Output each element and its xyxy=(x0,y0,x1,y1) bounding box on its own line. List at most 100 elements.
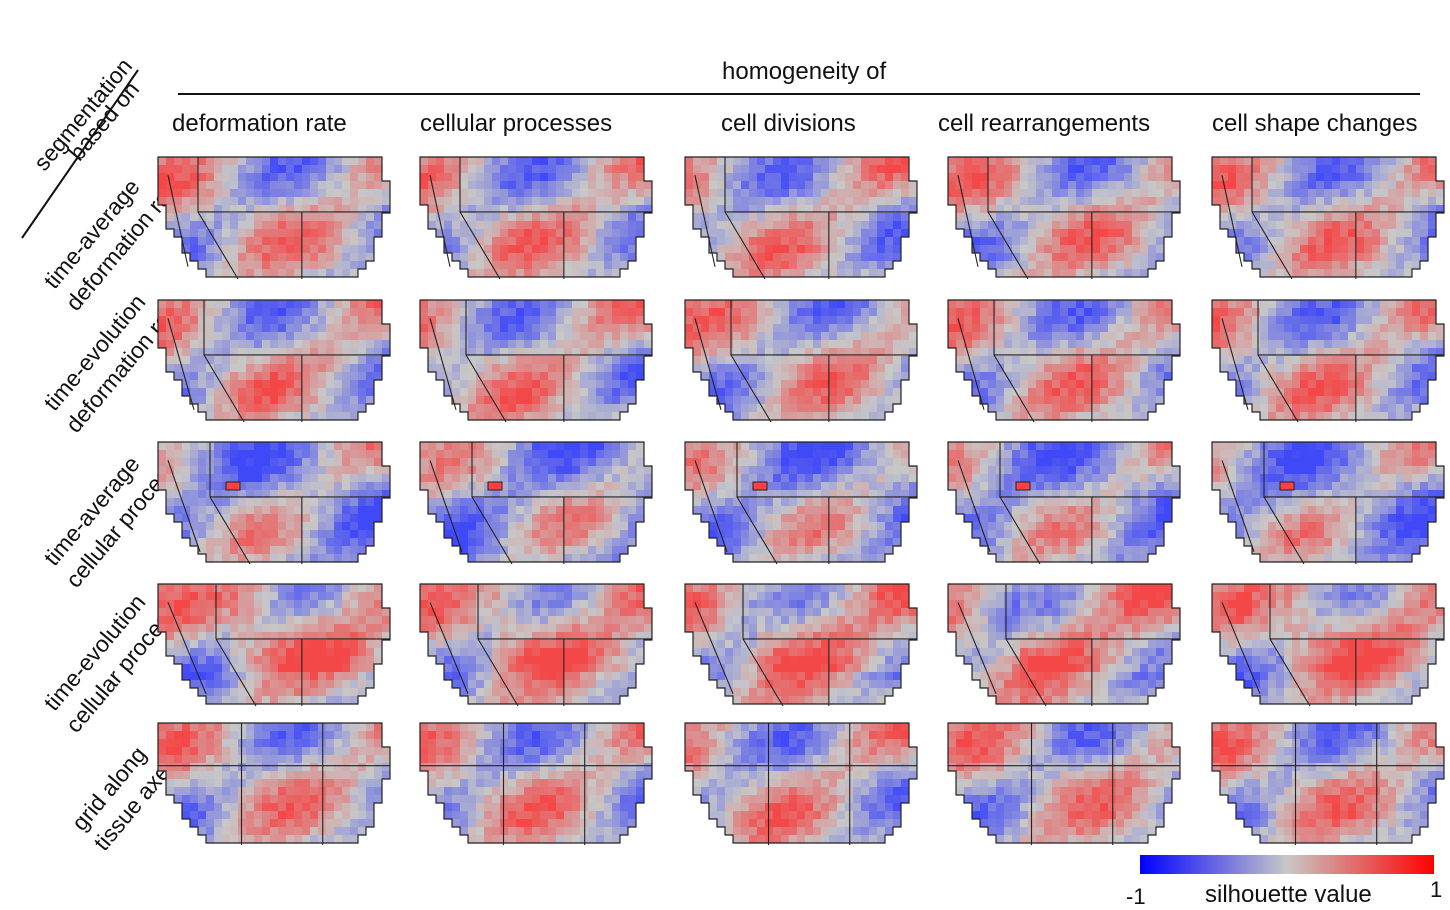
heatmap-cell xyxy=(853,300,862,309)
heatmap-cell xyxy=(1292,412,1301,421)
heatmap-cell xyxy=(238,205,247,214)
heatmap-cell xyxy=(644,474,653,483)
heatmap-cell xyxy=(781,308,790,317)
heatmap-cell xyxy=(174,324,183,333)
heatmap-cell xyxy=(996,348,1005,357)
heatmap-cell xyxy=(1220,356,1229,365)
heatmap-cell xyxy=(749,356,758,365)
heatmap-cell xyxy=(302,300,311,309)
heatmap-cell xyxy=(334,396,343,405)
heatmap-cell xyxy=(540,205,549,214)
heatmap-cell xyxy=(1252,181,1261,190)
heatmap-cell xyxy=(484,530,493,539)
heatmap-cell xyxy=(444,530,453,539)
heatmap-cell xyxy=(310,356,319,365)
heatmap-cell xyxy=(428,498,437,507)
heatmap-cell xyxy=(765,396,774,405)
heatmap-cell xyxy=(310,546,319,555)
heatmap-panel-r2-c1 xyxy=(419,441,653,565)
heatmap-cell xyxy=(1084,205,1093,214)
heatmap-cell xyxy=(733,332,742,341)
heatmap-cell xyxy=(620,189,629,198)
heatmap-cell xyxy=(1148,324,1157,333)
heatmap-cell xyxy=(1412,165,1421,174)
heatmap-cell xyxy=(685,482,694,491)
heatmap-cell xyxy=(717,348,726,357)
heatmap-cell xyxy=(318,213,327,222)
heatmap-cell xyxy=(1068,229,1077,238)
heatmap-cell xyxy=(484,221,493,230)
heatmap-cell xyxy=(877,474,886,483)
heatmap-cell xyxy=(1388,229,1397,238)
heatmap-cell xyxy=(572,554,581,563)
heatmap-cell xyxy=(548,197,557,206)
heatmap-cell xyxy=(1364,308,1373,317)
heatmap-cell xyxy=(262,205,271,214)
heatmap-cell xyxy=(1036,189,1045,198)
heatmap-cell xyxy=(877,181,886,190)
heatmap-cell xyxy=(420,332,429,341)
heatmap-cell xyxy=(1332,324,1341,333)
heatmap-cell xyxy=(1284,412,1293,421)
heatmap-cell xyxy=(948,324,957,333)
heatmap-cell xyxy=(797,316,806,325)
heatmap-cell xyxy=(909,189,918,198)
heatmap-cell xyxy=(524,554,533,563)
heatmap-cell xyxy=(885,482,894,491)
heatmap-cell xyxy=(492,396,501,405)
heatmap-cell xyxy=(1428,157,1437,166)
heatmap-cell xyxy=(901,474,910,483)
heatmap-cell xyxy=(709,229,718,238)
heatmap-cell xyxy=(1052,324,1061,333)
heatmap-cell xyxy=(158,165,167,174)
heatmap-cell xyxy=(1260,364,1269,373)
heatmap-cell xyxy=(1172,340,1181,349)
heatmap-cell xyxy=(853,165,862,174)
heatmap-cell xyxy=(278,221,287,230)
heatmap-cell xyxy=(540,332,549,341)
heatmap-cell xyxy=(214,380,223,389)
heatmap-cell xyxy=(1388,412,1397,421)
heatmap-cell xyxy=(1164,324,1173,333)
heatmap-cell xyxy=(230,356,239,365)
heatmap-cell xyxy=(1388,340,1397,349)
heatmap-cell xyxy=(1396,269,1405,278)
heatmap-cell xyxy=(861,157,870,166)
heatmap-cell xyxy=(1268,324,1277,333)
heatmap-cell xyxy=(1364,173,1373,182)
heatmap-cell xyxy=(556,316,565,325)
heatmap-cell xyxy=(837,253,846,262)
heatmap-cell xyxy=(206,498,215,507)
heatmap-cell xyxy=(238,324,247,333)
heatmap-cell xyxy=(885,450,894,459)
heatmap-cell xyxy=(1316,300,1325,309)
heatmap-cell xyxy=(310,380,319,389)
heatmap-cell xyxy=(829,229,838,238)
heatmap-cell xyxy=(596,412,605,421)
heatmap-cell xyxy=(1308,213,1317,222)
heatmap-cell xyxy=(588,372,597,381)
heatmap-cell xyxy=(516,514,525,523)
heatmap-cell xyxy=(853,490,862,499)
heatmap-cell xyxy=(1428,348,1437,357)
heatmap-cell xyxy=(572,229,581,238)
heatmap-cell xyxy=(556,300,565,309)
heatmap-cell xyxy=(1356,380,1365,389)
heatmap-cell xyxy=(310,474,319,483)
heatmap-cell xyxy=(1044,332,1053,341)
heatmap-cell xyxy=(1332,229,1341,238)
heatmap-cell xyxy=(158,181,167,190)
heatmap-cell xyxy=(1020,324,1029,333)
heatmap-cell xyxy=(452,356,461,365)
heatmap-cell xyxy=(805,245,814,254)
heatmap-cell xyxy=(1276,189,1285,198)
heatmap-cell xyxy=(1332,261,1341,270)
heatmap-cell xyxy=(428,490,437,499)
heatmap-cell xyxy=(781,324,790,333)
heatmap-cell xyxy=(166,498,175,507)
heatmap-cell xyxy=(222,269,231,278)
heatmap-cell xyxy=(797,474,806,483)
heatmap-cell xyxy=(310,308,319,317)
heatmap-cell xyxy=(334,205,343,214)
heatmap-cell xyxy=(508,213,517,222)
